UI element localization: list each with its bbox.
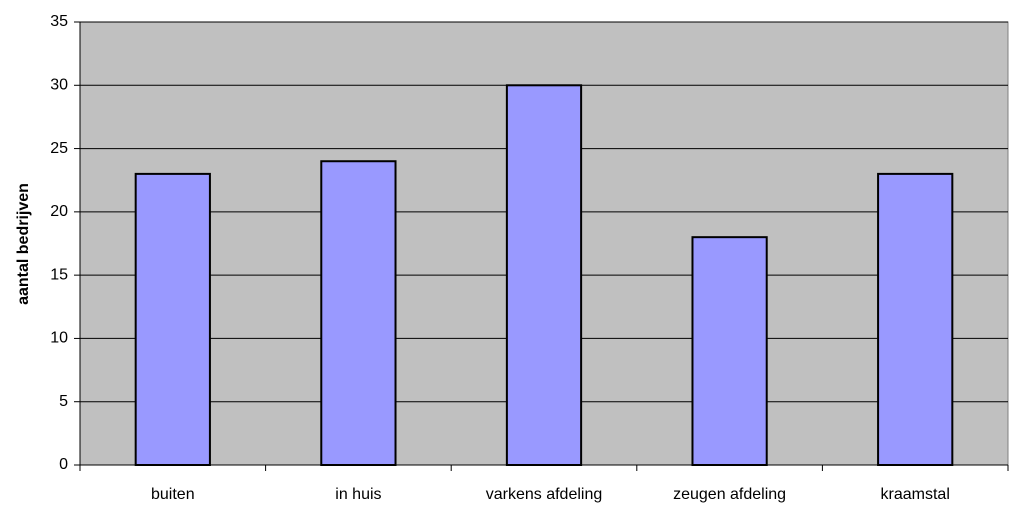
y-axis-label: aantal bedrijven — [15, 183, 32, 305]
x-tick-label: buiten — [151, 486, 195, 503]
y-tick-label: 35 — [50, 13, 68, 30]
x-tick-label: kraamstal — [881, 486, 950, 503]
bar — [134, 172, 211, 466]
y-tick-label: 25 — [50, 140, 68, 157]
y-tick-label: 30 — [50, 77, 68, 94]
bar — [691, 236, 768, 466]
x-tick-label: in huis — [335, 486, 381, 503]
y-tick-label: 0 — [59, 456, 68, 473]
y-tick-label: 10 — [50, 330, 68, 347]
y-tick-label: 20 — [50, 203, 68, 220]
y-tick-label: 5 — [59, 393, 68, 410]
x-tick-label: varkens afdeling — [486, 486, 603, 503]
bar — [320, 160, 397, 466]
x-tick-label: zeugen afdeling — [673, 486, 786, 503]
bar — [877, 172, 954, 466]
y-tick-label: 15 — [50, 266, 68, 283]
bar — [505, 84, 583, 467]
